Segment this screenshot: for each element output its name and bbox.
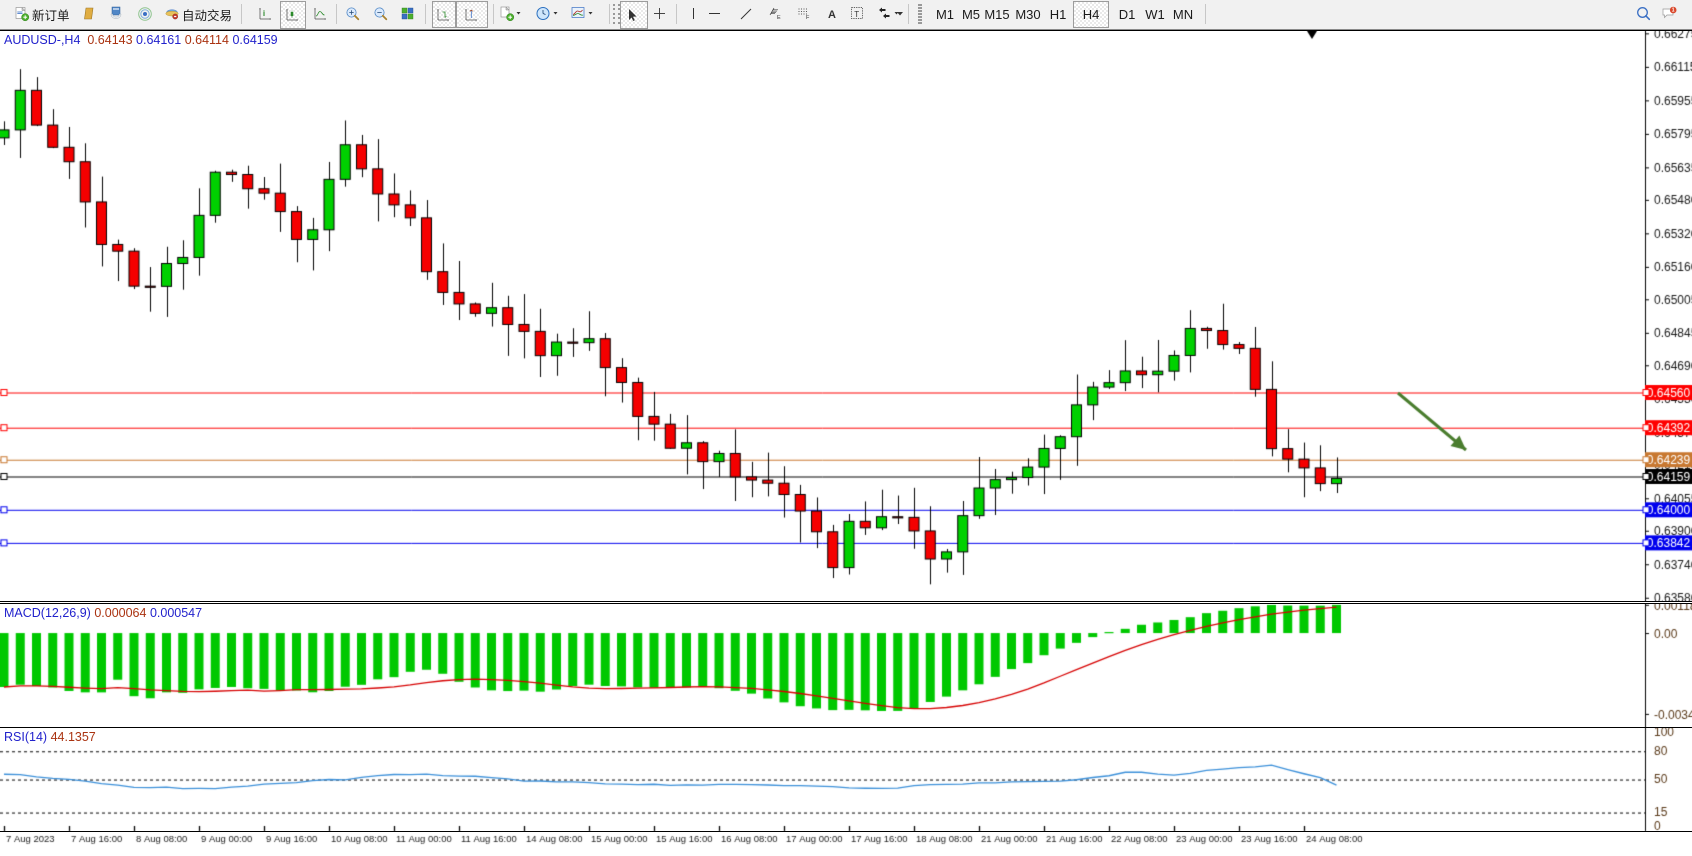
svg-text:F: F [806, 15, 810, 21]
svg-text:1: 1 [1672, 8, 1675, 14]
svg-text:E: E [777, 15, 781, 21]
svg-text:T: T [854, 10, 859, 19]
svg-text:A: A [828, 9, 836, 21]
